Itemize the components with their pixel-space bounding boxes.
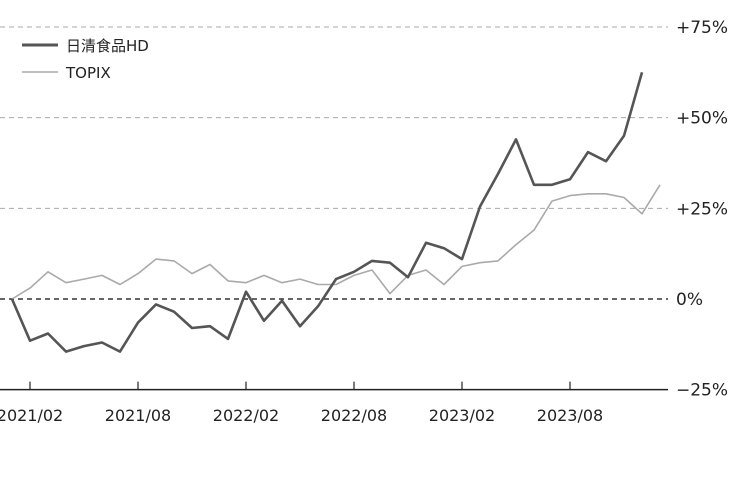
y-tick-label: +50% [676,109,728,129]
x-tick-label: 2023/02 [429,406,495,425]
x-tick-label: 2021/08 [105,406,171,425]
y-tick-label: −25% [676,381,728,401]
x-tick-label: 2022/08 [321,406,387,425]
x-tick-label: 2021/02 [0,406,63,425]
y-axis-tick-labels: +75% +50% +25% 0% −25% [676,18,728,401]
legend: 日清食品HD TOPIX [22,37,149,82]
series-lines [10,71,661,353]
gridlines [0,26,668,391]
legend-label-series-1: 日清食品HD [66,37,149,55]
series-line-1 [10,71,644,353]
legend-label-series-2: TOPIX [65,64,111,82]
y-tick-label: +25% [676,199,728,219]
x-axis: 2021/02 2021/08 2022/02 2022/08 2023/02 2023/… [0,381,603,425]
series-line-2 [11,184,661,300]
x-tick-label: 2023/08 [537,406,603,425]
y-tick-label: 0% [676,290,703,310]
x-tick-label: 2022/02 [213,406,279,425]
y-tick-label: +75% [676,18,728,38]
